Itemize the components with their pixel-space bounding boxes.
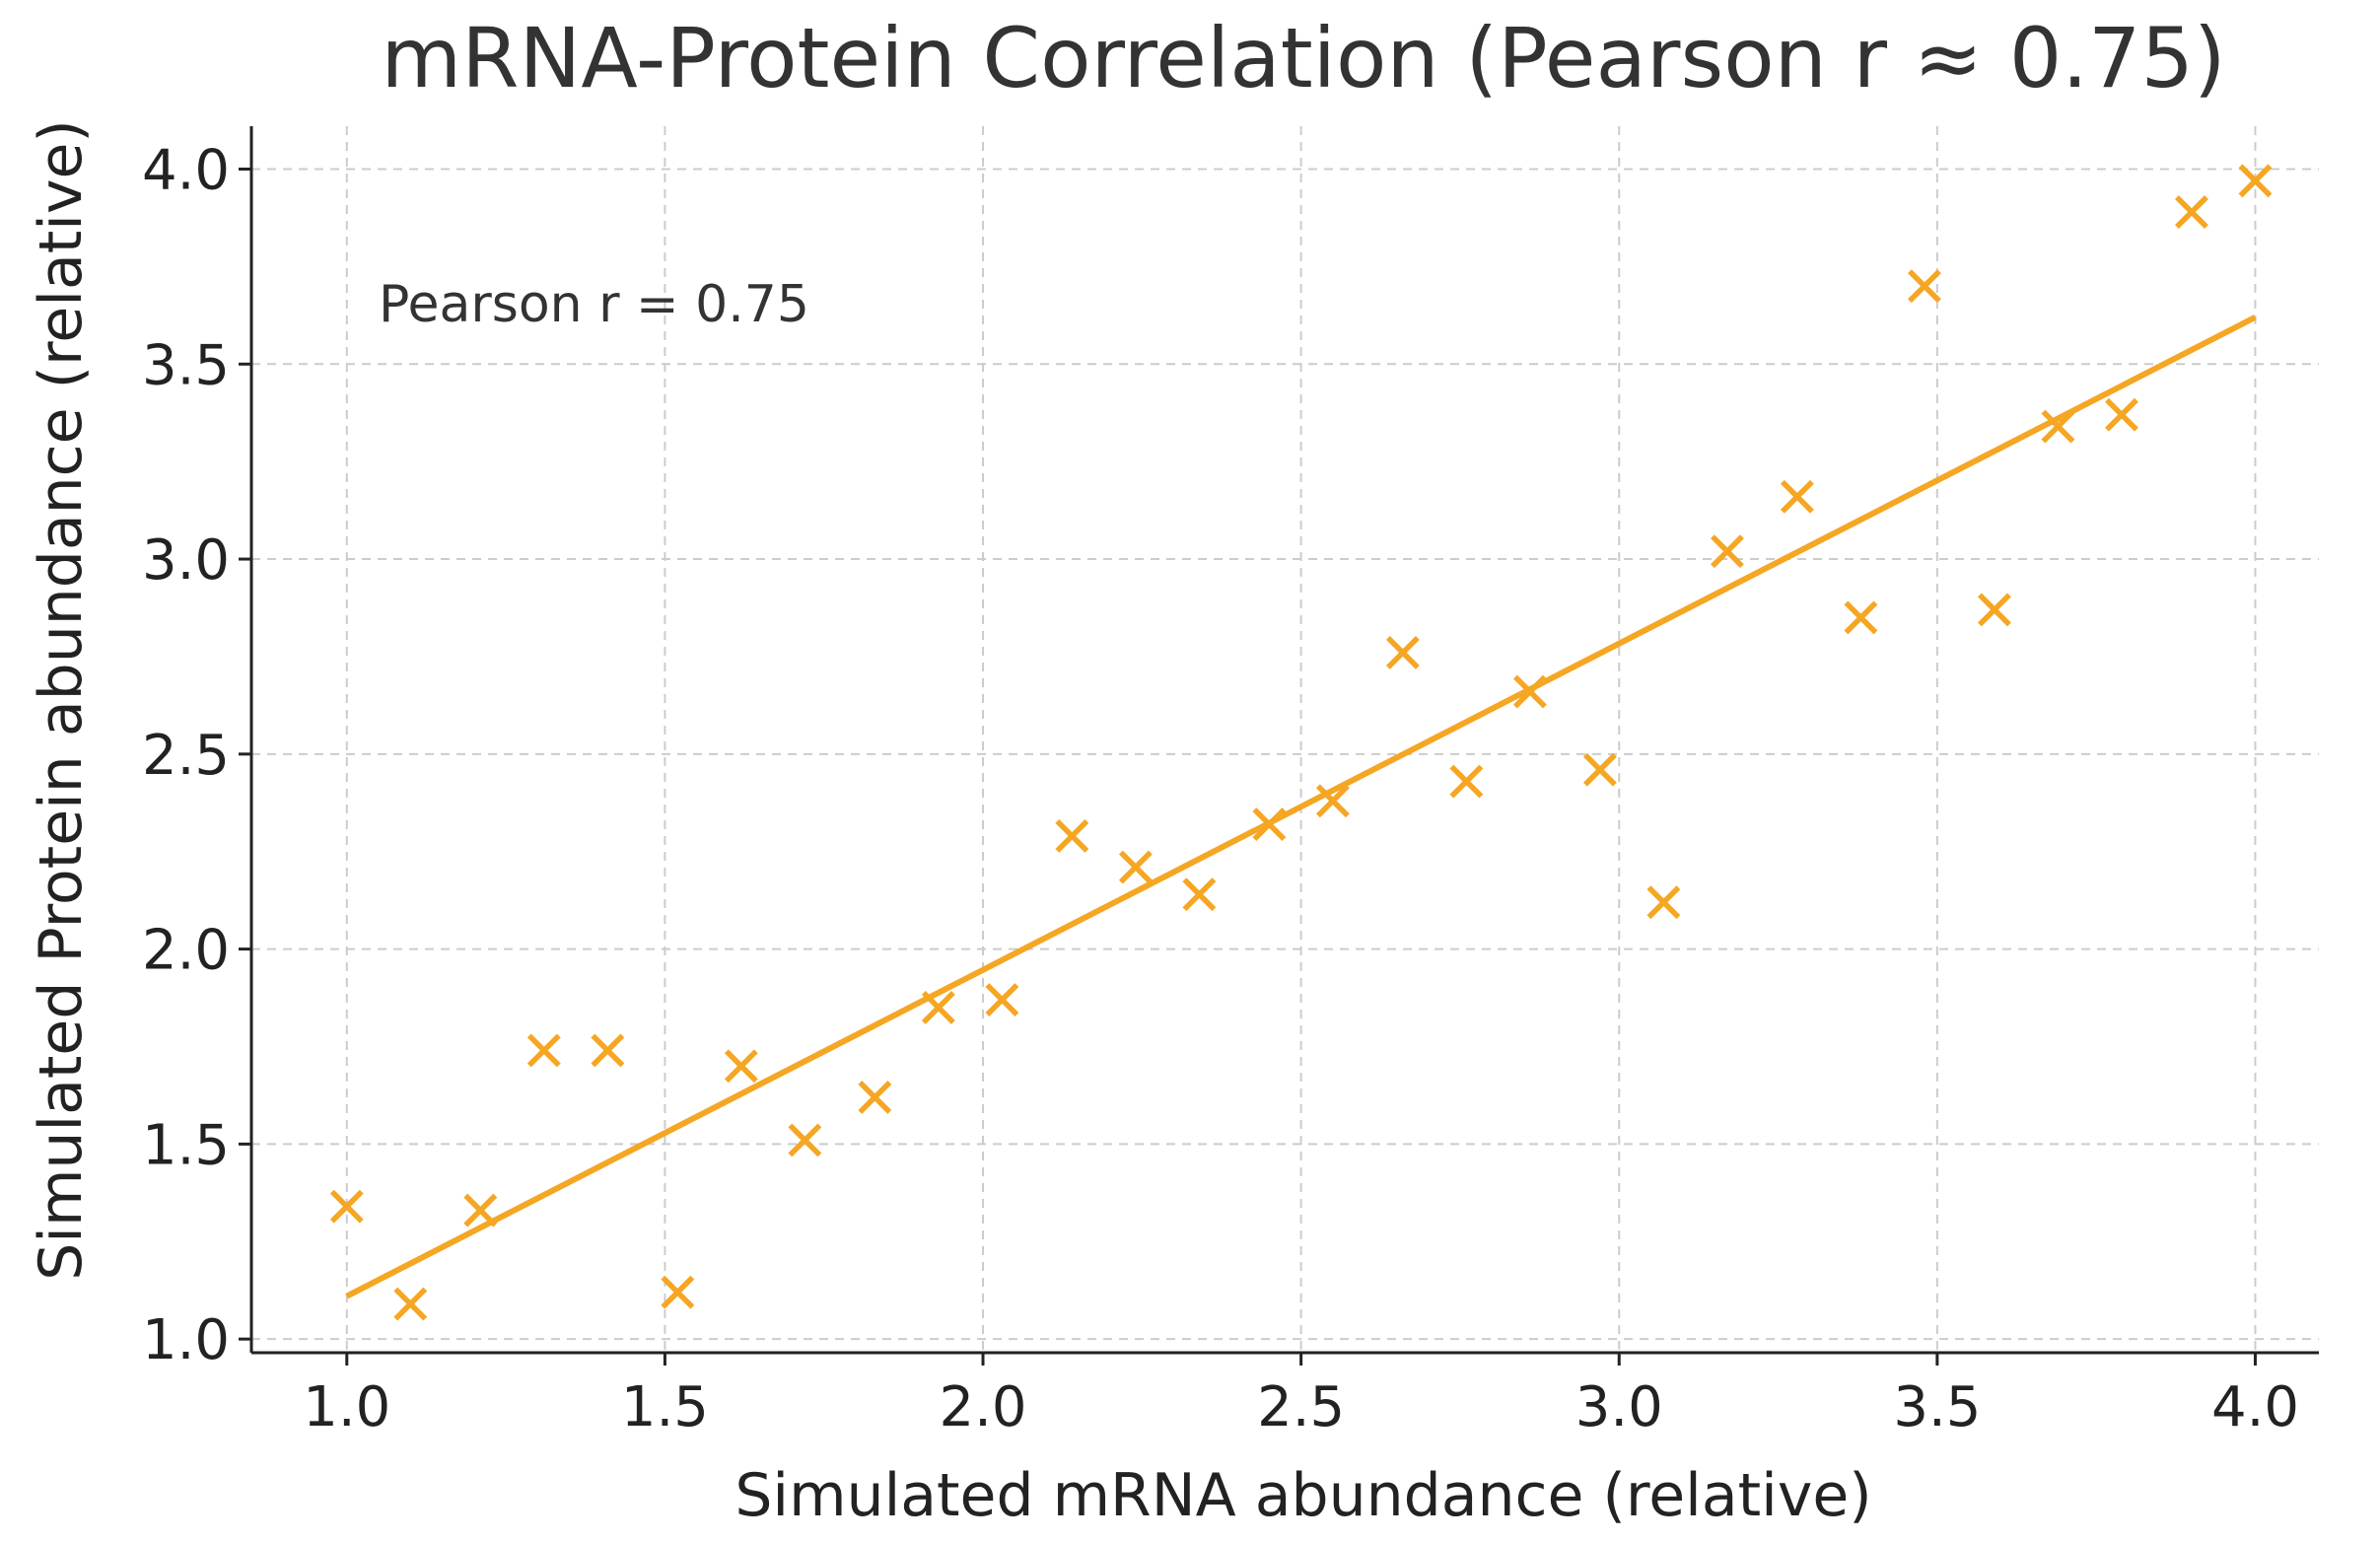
data-point [1646,885,1681,920]
x-axis-label: Simulated mRNA abundance (relative) [735,1461,1871,1530]
data-point [1385,636,1420,669]
data-point [1118,850,1153,884]
y-tick-label: 4.0 [142,139,230,203]
data-point [858,1080,892,1114]
pearson-annotation: Pearson r = 0.75 [379,275,809,334]
data-point [393,1287,428,1321]
y-axis-label: Simulated Protein abundance (relative) [27,119,96,1281]
x-tick-label: 3.5 [1893,1375,1981,1439]
data-point [1315,784,1350,818]
data-point [1908,269,1941,304]
data-point [2175,195,2208,229]
fit-line-group [345,315,2257,1299]
data-point [1449,764,1484,799]
data-point [1710,534,1744,569]
x-tick-label: 1.5 [621,1375,709,1439]
data-point [463,1193,498,1227]
y-tick-label: 2.5 [142,724,230,788]
grid [251,126,2319,1353]
chart-title: mRNA-Protein Correlation (Pearson r ≈ 0.… [381,10,2225,106]
data-point [2105,397,2138,432]
data-point [1252,807,1287,841]
data-point [1512,674,1547,709]
data-point [1182,877,1217,912]
data-point [329,1189,364,1224]
x-tick-label: 2.0 [939,1375,1026,1439]
x-tick-label: 1.0 [303,1375,390,1439]
data-points [329,164,2273,1321]
data-point [788,1123,822,1157]
y-tick-label: 1.5 [142,1113,230,1177]
data-point [2238,164,2273,198]
data-point [1977,593,2011,627]
data-point [1055,818,1089,853]
data-point [526,1033,561,1068]
y-tick-label: 1.0 [142,1308,230,1372]
data-point [1844,600,1878,635]
y-tick-label: 3.5 [142,333,230,397]
data-point [591,1033,625,1068]
fit-line [345,315,2257,1299]
axes: 1.0 1.5 2.0 2.5 3.0 3.5 4.0 1.0 1.5 2.0 2.5 3.0 3.5 4… [142,126,2319,1439]
y-tick-label: 3.0 [142,528,230,593]
data-point [985,983,1019,1016]
data-point [1780,479,1814,514]
data-point [921,990,955,1024]
x-tick-label: 2.5 [1257,1375,1345,1439]
x-tick-label: 4.0 [2211,1375,2299,1439]
data-point [724,1049,758,1084]
x-tick-label: 3.0 [1575,1375,1663,1439]
data-point [1582,752,1617,787]
y-tick-label: 2.0 [142,919,230,983]
data-point [661,1275,695,1309]
data-point [2041,409,2075,444]
